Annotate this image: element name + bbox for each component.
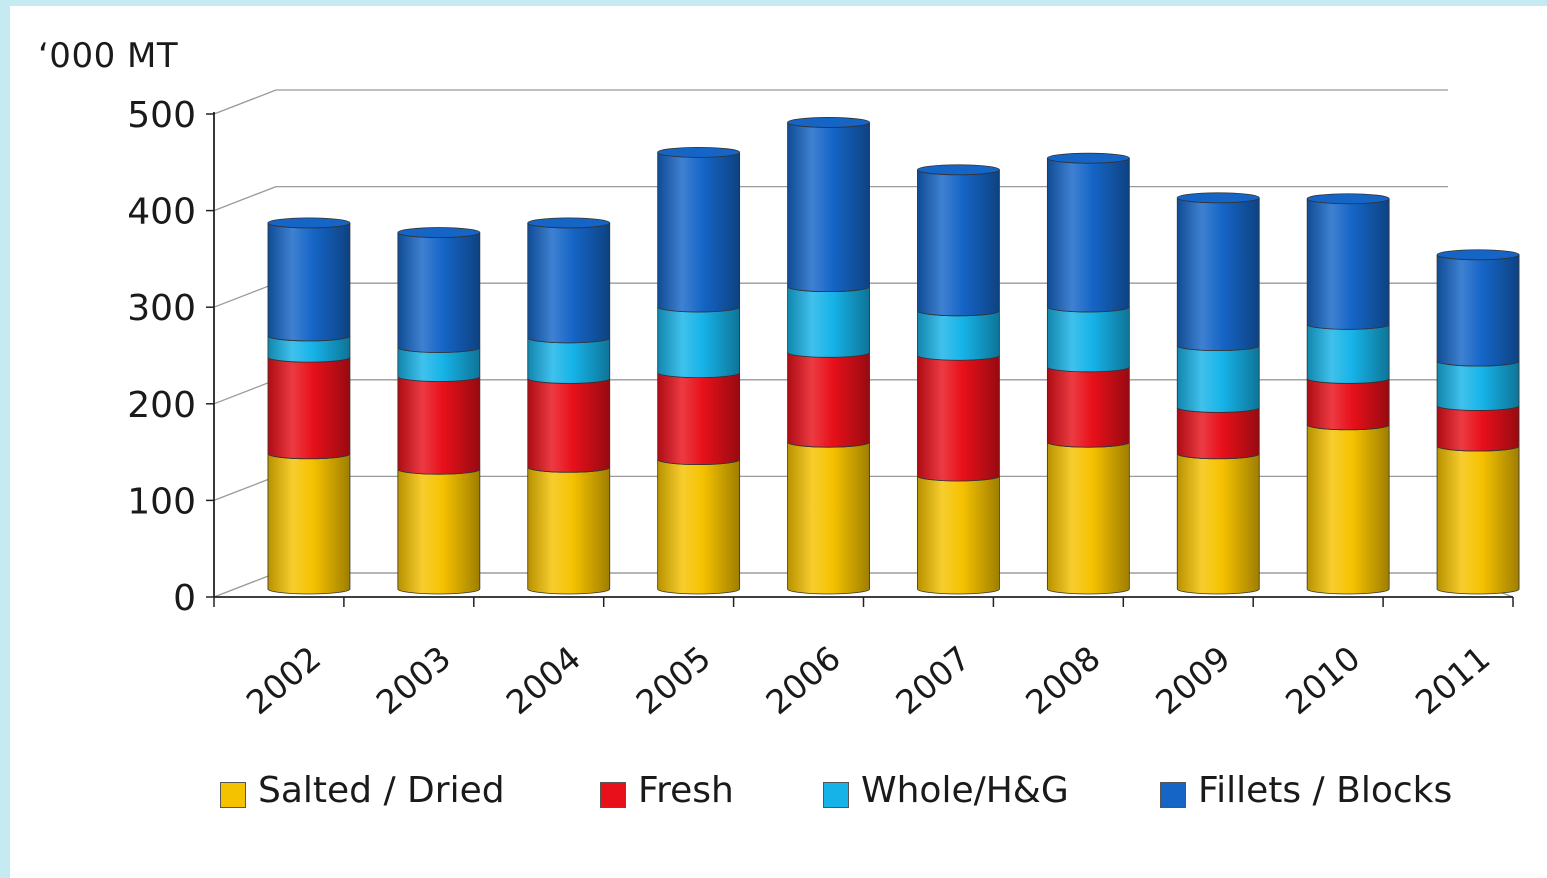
grid-depth-line <box>213 475 277 502</box>
bar-stack-2011 <box>1436 249 1520 595</box>
bar-segment-whole-h-g <box>1436 360 1520 411</box>
legend-label: Fresh <box>638 770 734 811</box>
y-axis-unit-label: ‘000 MT <box>38 36 179 76</box>
y-tick-label: 200 <box>127 385 196 426</box>
y-tick-label: 100 <box>127 481 196 522</box>
bar-segment-whole-h-g <box>1176 345 1260 413</box>
bar-top-cap <box>787 117 870 128</box>
legend-swatch <box>600 781 626 808</box>
stacked-cylinder-chart: 0 100 200 300 400 500 2002 2003 2004 2005 2006 2007… <box>127 89 1520 722</box>
bar-segment-fresh <box>397 376 481 475</box>
y-tick-label: 300 <box>127 288 196 329</box>
bar-stack-2007 <box>917 164 1000 595</box>
grid-depth-line <box>213 572 277 598</box>
legend-label: Whole/H&G <box>861 770 1069 811</box>
x-tick-label: 2004 <box>499 638 588 722</box>
bar-segment-fillets-blocks <box>267 222 351 342</box>
legend-item: Fresh <box>600 770 734 811</box>
y-tick-label: 400 <box>127 192 196 233</box>
bar-segment-whole-h-g <box>1046 306 1130 373</box>
bar-segment-salted-dried <box>1306 424 1390 595</box>
bar-segment-fillets-blocks <box>527 222 611 344</box>
bar-segment-fresh <box>1306 378 1390 431</box>
bar-top-cap <box>917 164 1000 176</box>
x-tick-label: 2010 <box>1278 638 1367 722</box>
bar-segment-whole-h-g <box>1306 324 1390 384</box>
bar-segment-salted-dried <box>657 459 741 595</box>
legend-label: Salted / Dried <box>258 770 505 811</box>
legend: Salted / Dried Fresh Whole/H&G Fillets / Bl… <box>10 770 1547 820</box>
bar-segment-whole-h-g <box>787 286 870 358</box>
bar-segment-fresh <box>1046 366 1130 448</box>
bar-layer <box>267 117 1520 595</box>
y-tick-label: 500 <box>127 95 196 136</box>
x-tick-label: 2011 <box>1408 638 1497 722</box>
bar-segment-whole-h-g <box>657 306 741 379</box>
bar-segment-salted-dried <box>527 467 611 595</box>
legend-item: Salted / Dried <box>220 770 505 811</box>
legend-swatch <box>823 781 849 808</box>
bar-top-cap <box>397 227 481 238</box>
x-tick-label: 2002 <box>239 638 328 722</box>
legend-swatch <box>220 781 246 808</box>
x-tick-label: 2006 <box>758 638 847 722</box>
bar-stack-2002 <box>267 217 351 595</box>
bar-stack-2009 <box>1176 192 1260 595</box>
bar-segment-fresh <box>917 355 1000 482</box>
grid-depth-line <box>213 282 277 308</box>
bar-segment-fillets-blocks <box>917 169 1000 317</box>
bar-top-cap <box>267 217 351 229</box>
x-tick-label: 2008 <box>1018 638 1107 722</box>
bar-top-cap <box>1436 249 1520 261</box>
bar-segment-fresh <box>267 356 351 460</box>
bar-segment-fillets-blocks <box>1046 157 1130 313</box>
x-tick-label: 2005 <box>629 638 718 722</box>
grid-depth-line <box>213 379 277 405</box>
legend-label: Fillets / Blocks <box>1198 770 1453 811</box>
bar-top-cap <box>1046 152 1130 164</box>
bar-top-cap <box>1306 193 1390 205</box>
bar-segment-whole-h-g <box>917 310 1000 361</box>
bar-segment-fillets-blocks <box>1436 254 1520 367</box>
bar-segment-fillets-blocks <box>397 232 481 353</box>
bar-segment-fresh <box>657 372 741 465</box>
bar-stack-2010 <box>1306 193 1390 595</box>
bar-segment-fresh <box>1436 405 1520 452</box>
bar-top-cap <box>1176 192 1260 204</box>
grid-depth-line <box>213 89 277 115</box>
grid-depth-line <box>213 185 277 212</box>
bar-segment-salted-dried <box>267 453 351 595</box>
bar-stack-2005 <box>657 146 741 595</box>
bar-segment-fillets-blocks <box>1176 197 1260 351</box>
bar-segment-fresh <box>787 352 870 448</box>
x-tick-label: 2003 <box>369 638 458 722</box>
bar-top-cap <box>527 217 611 229</box>
bar-segment-salted-dried <box>1046 441 1130 595</box>
bar-segment-fresh <box>527 378 611 473</box>
bar-segment-salted-dried <box>397 469 481 595</box>
bar-segment-whole-h-g <box>527 337 611 384</box>
bar-segment-salted-dried <box>1176 453 1260 595</box>
bar-stack-2004 <box>527 217 611 595</box>
legend-swatch <box>1160 781 1186 808</box>
bar-top-cap <box>657 146 741 158</box>
bar-segment-salted-dried <box>917 475 1000 595</box>
legend-item: Whole/H&G <box>823 770 1069 811</box>
bar-stack-2008 <box>1046 152 1130 595</box>
bar-stack-2006 <box>787 117 870 595</box>
bar-segment-salted-dried <box>1436 445 1520 595</box>
legend-item: Fillets / Blocks <box>1160 770 1452 811</box>
x-tick-label: 2007 <box>888 638 977 722</box>
bar-segment-fillets-blocks <box>787 122 870 293</box>
bar-stack-2003 <box>397 227 481 595</box>
bar-segment-fillets-blocks <box>657 152 741 313</box>
x-tick-label: 2009 <box>1148 638 1237 722</box>
bar-segment-fresh <box>1176 407 1260 460</box>
y-tick-label: 0 <box>173 578 196 619</box>
bar-segment-salted-dried <box>787 441 870 595</box>
axis-layer <box>206 112 1514 607</box>
bar-segment-fillets-blocks <box>1306 198 1390 330</box>
